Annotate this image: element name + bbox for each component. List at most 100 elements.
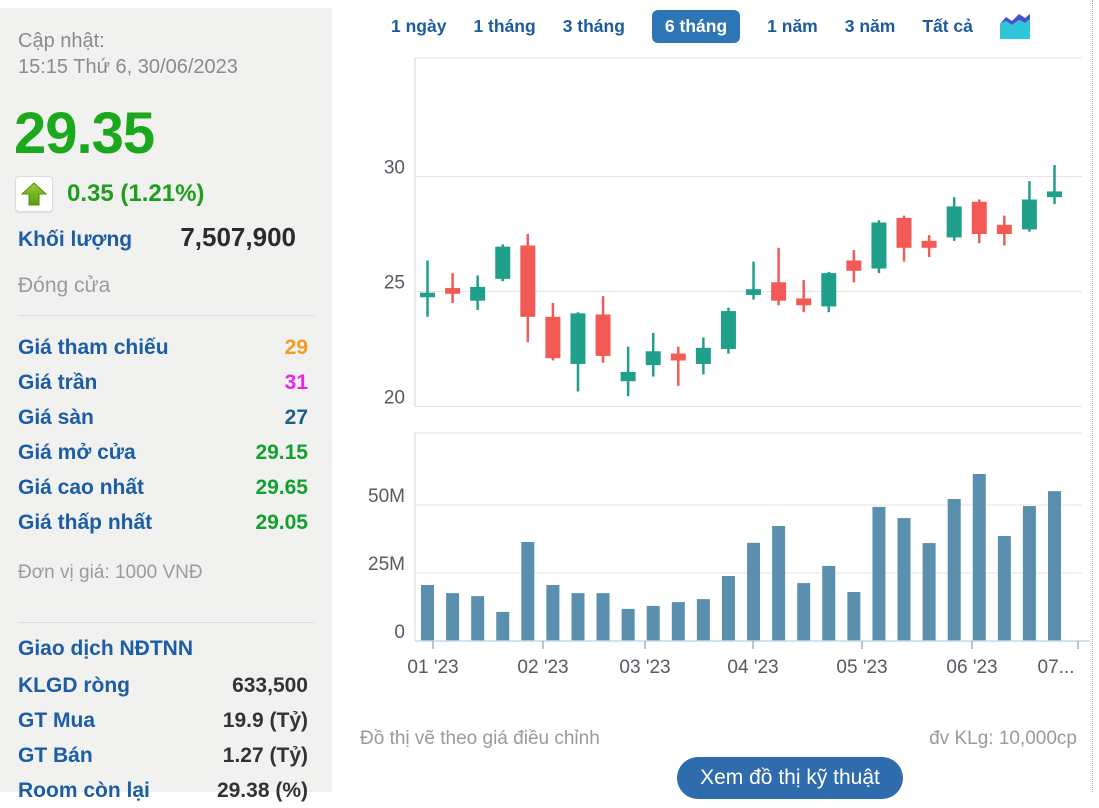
price-row-label: Giá thấp nhất bbox=[18, 511, 153, 534]
volume-bar bbox=[1022, 506, 1036, 641]
price-row-value: 29 bbox=[284, 336, 308, 359]
candle-down bbox=[846, 260, 862, 271]
tab-1-tháng[interactable]: 1 tháng bbox=[473, 15, 536, 36]
candle-down bbox=[971, 201, 987, 234]
candle-up bbox=[821, 273, 837, 307]
volume-bar bbox=[421, 584, 434, 641]
axis-label: 07... bbox=[1038, 657, 1075, 678]
volume-bar bbox=[471, 596, 485, 641]
candle-down bbox=[545, 316, 561, 359]
volume-bar bbox=[696, 599, 710, 641]
axis-label: 0 bbox=[394, 622, 405, 643]
price-row: Giá sàn 27 bbox=[18, 400, 308, 435]
candle-down bbox=[996, 224, 1012, 234]
divider bbox=[18, 622, 315, 623]
tab-6-tháng[interactable]: 6 tháng bbox=[651, 9, 741, 43]
volume-bar bbox=[646, 605, 660, 641]
volume-bar bbox=[947, 499, 961, 641]
volume-bar bbox=[496, 611, 510, 641]
candle-up bbox=[495, 246, 511, 279]
price-row-value: 29.05 bbox=[255, 511, 308, 534]
tab-1-ngày[interactable]: 1 ngày bbox=[391, 15, 447, 36]
price-row-value: 31 bbox=[284, 371, 308, 394]
price-row: Giá trần 31 bbox=[18, 365, 308, 400]
price-row: Giá tham chiếu 29 bbox=[18, 330, 308, 365]
volume-bar bbox=[897, 518, 911, 641]
candle-down bbox=[670, 353, 686, 361]
candle-down bbox=[896, 217, 912, 248]
change-value: 0.35 (1.21%) bbox=[67, 180, 205, 207]
axis-label: 01 '23 bbox=[407, 657, 458, 678]
axis-label: 05 '23 bbox=[836, 657, 887, 678]
price-unit-note: Đơn vị giá: 1000 VNĐ bbox=[18, 562, 203, 583]
candle-down bbox=[445, 288, 461, 294]
candle-up bbox=[645, 351, 661, 366]
candle-up bbox=[746, 289, 762, 295]
volume-unit-note: đv KLg: 10,000cp bbox=[929, 728, 1077, 749]
axis-label: 06 '23 bbox=[946, 657, 997, 678]
price-row-label: Giá cao nhất bbox=[18, 476, 145, 499]
candle-down bbox=[771, 282, 787, 301]
price-row-value: 27 bbox=[284, 406, 308, 429]
candle-down bbox=[796, 298, 812, 306]
axis-label: 03 '23 bbox=[619, 657, 670, 678]
axis-label: 50M bbox=[368, 486, 405, 507]
price-row: Giá mở cửa 29.15 bbox=[18, 435, 308, 470]
price-change-row: 0.35 (1.21%) bbox=[15, 176, 204, 212]
candle-up bbox=[720, 311, 736, 349]
axis-label: 20 bbox=[384, 388, 405, 409]
candle-down bbox=[520, 245, 536, 317]
page-right-border bbox=[1092, 0, 1093, 792]
volume-bar bbox=[446, 593, 460, 641]
foreign-row: KLGD ròng 633,500 bbox=[18, 668, 308, 703]
price-row-label: Giá tham chiếu bbox=[18, 336, 169, 359]
tab-3-tháng[interactable]: 3 tháng bbox=[562, 15, 625, 36]
volume-bar bbox=[571, 593, 585, 641]
tab-tất-cả[interactable]: Tất cả bbox=[922, 15, 973, 36]
volume-bar bbox=[1048, 491, 1061, 641]
foreign-row-label: GT Bán bbox=[18, 744, 93, 767]
axis-label: 30 bbox=[384, 158, 405, 179]
area-chart-icon bbox=[999, 14, 1030, 39]
foreign-row-value: 19.9 (Tỷ) bbox=[222, 709, 308, 732]
adjusted-price-note: Đồ thị vẽ theo giá điều chỉnh bbox=[360, 728, 600, 749]
candle-down bbox=[921, 240, 937, 248]
foreign-row-label: GT Mua bbox=[18, 709, 95, 732]
tab-1-năm[interactable]: 1 năm bbox=[767, 15, 818, 36]
volume-bar bbox=[747, 542, 761, 641]
price-row-value: 29.15 bbox=[255, 441, 308, 464]
price-table: Giá tham chiếu 29 Giá trần 31 Giá sàn 27 Giá m… bbox=[18, 330, 308, 540]
volume-bar bbox=[972, 473, 986, 641]
candle-up bbox=[695, 347, 711, 364]
foreign-row: GT Mua 19.9 (Tỷ) bbox=[18, 703, 308, 738]
candle-up bbox=[946, 206, 962, 238]
tab-3-năm[interactable]: 3 năm bbox=[844, 15, 896, 36]
candle-up bbox=[620, 372, 636, 382]
volume-bar bbox=[772, 525, 786, 641]
axis-label: 02 '23 bbox=[517, 657, 568, 678]
volume-bar bbox=[671, 602, 685, 641]
volume-bar bbox=[721, 575, 735, 641]
price-row: Giá cao nhất 29.65 bbox=[18, 470, 308, 505]
volume-bar bbox=[546, 584, 560, 641]
axis-label: 25M bbox=[368, 554, 405, 575]
volume-bar bbox=[872, 506, 886, 641]
chart-type-icon-button[interactable] bbox=[999, 13, 1030, 39]
foreign-section-header: Giao dịch NĐTNN bbox=[18, 637, 194, 660]
view-technical-chart-button[interactable]: Xem đồ thị kỹ thuật bbox=[677, 757, 903, 799]
volume-bar bbox=[596, 593, 610, 641]
candle-up bbox=[1021, 199, 1037, 230]
volume-value: 7,507,900 bbox=[180, 222, 296, 252]
foreign-row: GT Bán 1.27 (Tỷ) bbox=[18, 738, 308, 773]
candle-down bbox=[595, 314, 611, 356]
update-time: 15:15 Thứ 6, 30/06/2023 bbox=[18, 56, 238, 78]
foreign-row-label: KLGD ròng bbox=[18, 674, 130, 697]
volume-bar bbox=[922, 543, 936, 641]
volume-bar bbox=[621, 608, 635, 641]
volume-bar bbox=[822, 565, 836, 641]
axis-label: 25 bbox=[384, 273, 405, 294]
volume-label: Khối lượng bbox=[18, 228, 133, 251]
candle-up bbox=[570, 313, 586, 364]
foreign-row-value: 633,500 bbox=[232, 674, 308, 697]
